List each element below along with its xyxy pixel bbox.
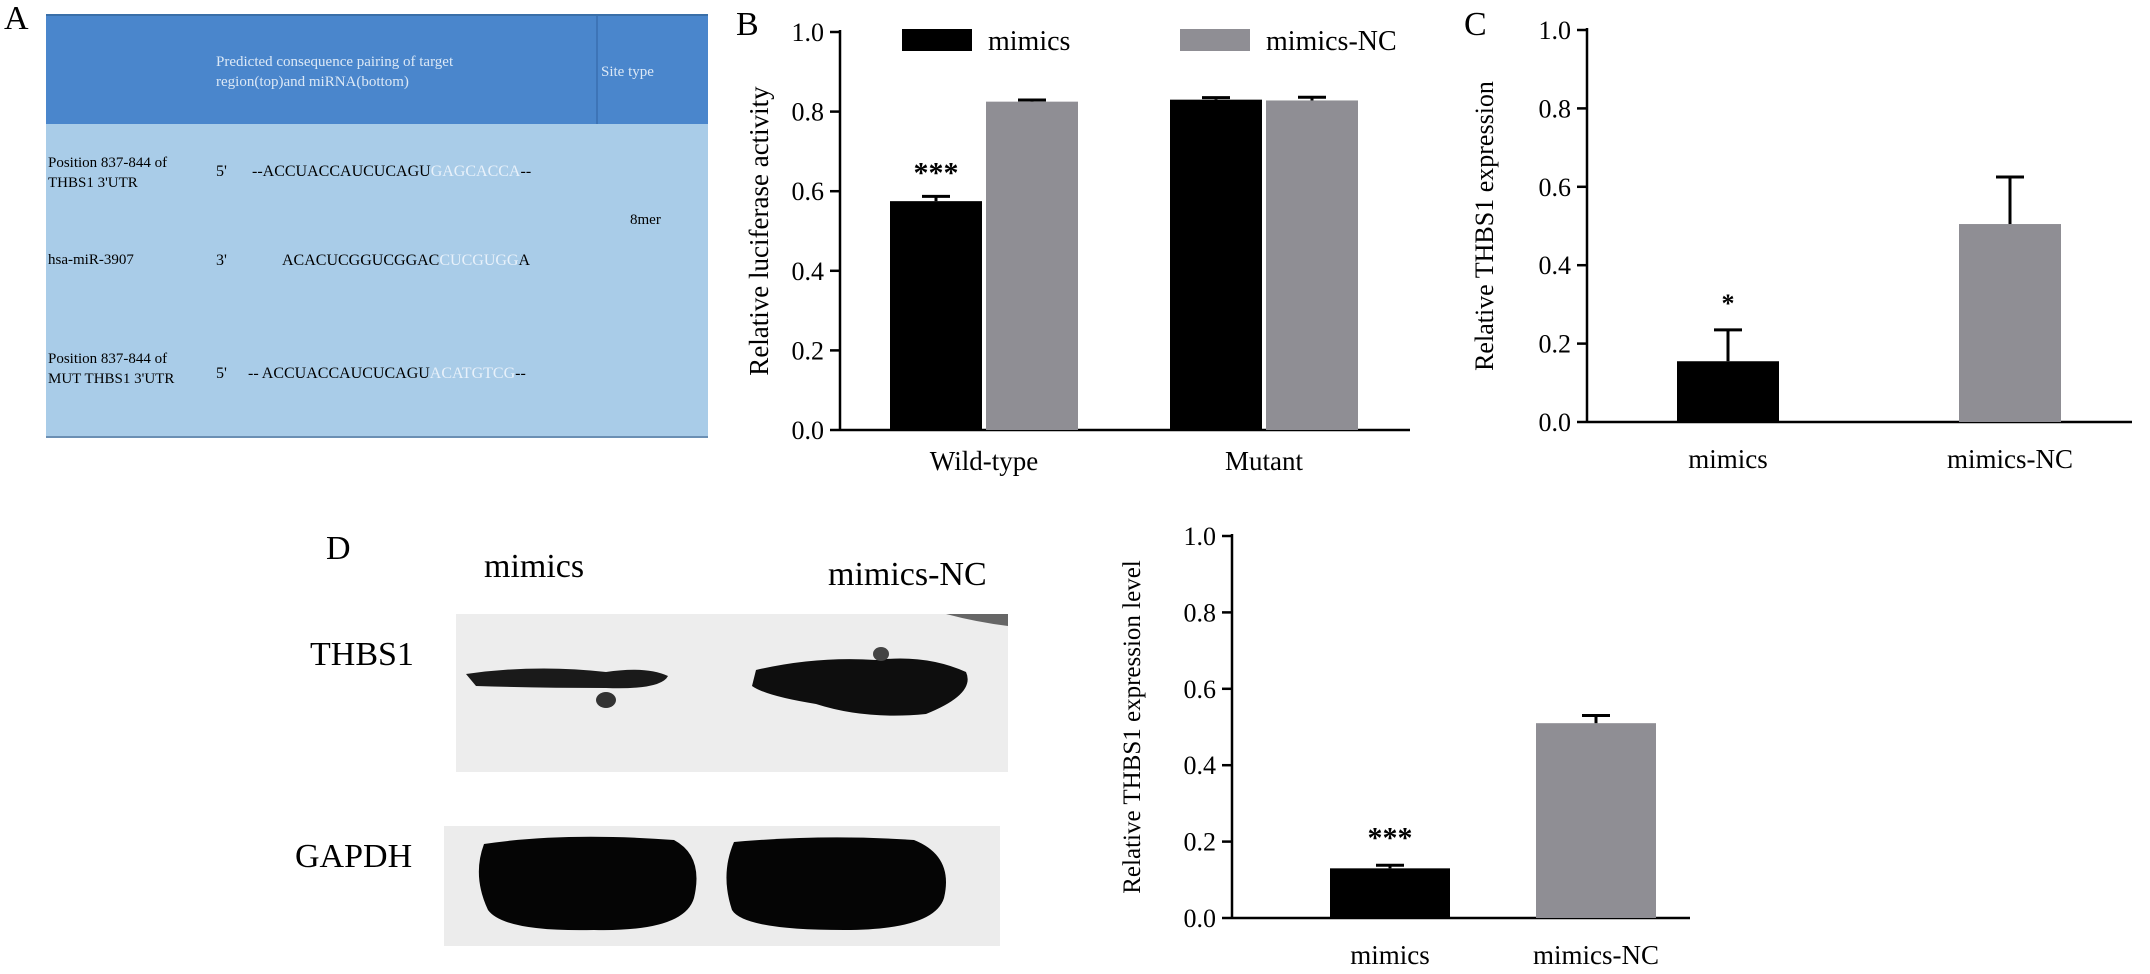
- x-tick-label: mimics: [1350, 940, 1430, 970]
- header-pairing-line2: region(top)and miRNA(bottom): [216, 74, 409, 90]
- sequence-pairing-table: Predicted consequence pairing of target …: [46, 14, 708, 438]
- y-axis-label: Relative luciferase activity: [744, 86, 774, 376]
- header-site-type: Site type: [601, 64, 654, 80]
- row2-sequence: ACACUCGGUCGGACCUCGUGGA: [282, 250, 530, 271]
- chart-b-luciferase: 0.0 0.2 0.4 0.6 0.8 1.0 Relative luciferase ac…: [744, 18, 1410, 476]
- y-tick-label: 0.6: [792, 177, 825, 206]
- row1-seq-suffix: --: [520, 163, 532, 180]
- gapdh-blot-strip: [444, 826, 1000, 946]
- gapdh-band-mimics-nc: [726, 837, 946, 930]
- y-tick-label: 0.8: [1539, 94, 1572, 123]
- row2-seq-prefix: ACACUCGGUCGGAC: [282, 252, 440, 269]
- row1-seq-prefix: --ACCUACCAUCUCAGU: [252, 163, 431, 180]
- y-tick-label: 0.6: [1184, 675, 1217, 704]
- row3-sequence: -- ACCUACCAUCUCAGUACATGTCG--: [248, 363, 526, 384]
- bar-mimics-Mutant: [1170, 99, 1262, 430]
- row3-seq-seed: ACATGTCG: [429, 365, 516, 382]
- bar-mimics-Wild-type: [890, 201, 982, 430]
- blot-row-label-thbs1: THBS1: [310, 636, 414, 673]
- bar-mimics-NC-Wild-type: [986, 101, 1078, 431]
- row3-label-line2: MUT THBS1 3'UTR: [48, 371, 175, 387]
- row3-seq-suffix: --: [515, 365, 526, 382]
- legend-label-mimics: mimics: [988, 26, 1070, 57]
- significance-label: ***: [914, 156, 959, 189]
- bar-mimics-NC-Mutant: [1266, 100, 1358, 431]
- legend-label-mimics-NC: mimics-NC: [1266, 26, 1397, 57]
- blot-speck: [596, 692, 616, 708]
- y-tick-label: 0.4: [792, 257, 825, 286]
- gapdh-band-mimics: [478, 836, 697, 931]
- x-tick-label: mimics: [1688, 444, 1768, 474]
- y-tick-label: 1.0: [1184, 522, 1217, 551]
- bar-mimics: [1330, 868, 1450, 918]
- blot-row-label-gapdh: GAPDH: [295, 838, 413, 875]
- y-tick-label: 0.0: [1539, 408, 1572, 437]
- panel-label-a: A: [4, 0, 29, 37]
- y-tick-label: 0.4: [1539, 251, 1572, 280]
- x-tick-label: Wild-type: [930, 446, 1038, 476]
- legend-swatch-mimics-NC: [1180, 29, 1250, 51]
- row1-seq-seed: GAGCACCA: [430, 163, 521, 180]
- x-tick-label: mimics-NC: [1533, 940, 1659, 970]
- y-tick-label: 0.8: [792, 98, 825, 127]
- thbs1-band-mimics: [466, 668, 668, 689]
- row2-end: 3': [216, 252, 227, 269]
- bar-mimics-NC: [1959, 224, 2061, 422]
- bar-mimics: [1677, 361, 1779, 422]
- panel-label-c: C: [1464, 6, 1487, 43]
- panel-label-d: D: [326, 530, 351, 567]
- gapdh-blot-image: [478, 836, 946, 931]
- y-tick-label: 0.0: [1184, 904, 1217, 933]
- y-tick-label: 0.2: [792, 336, 825, 365]
- row3-end: 5': [216, 365, 227, 382]
- site-type-value: 8mer: [630, 212, 661, 228]
- chart-c-thbs1-expression: 0.0 0.2 0.4 0.6 0.8 1.0 Relative THBS1 express…: [1470, 16, 2132, 474]
- blot-col-label-mimics: mimics: [484, 548, 585, 585]
- blot-speck: [873, 647, 889, 661]
- significance-label: ***: [1368, 821, 1413, 854]
- row2-seq-seed: CUCGUGG: [439, 252, 519, 269]
- legend-swatch-mimics: [902, 29, 972, 51]
- thbs1-blot-strip: [456, 614, 1008, 772]
- y-tick-label: 0.6: [1539, 173, 1572, 202]
- row2-seq-suffix: A: [518, 252, 531, 269]
- row1-label-line2: THBS1 3'UTR: [48, 175, 138, 191]
- thbs1-blot-image: [466, 614, 1008, 716]
- blot-edge-artifact: [946, 614, 1008, 626]
- row3-seq-prefix: -- ACCUACCAUCUCAGU: [248, 365, 430, 382]
- row1-end: 5': [216, 163, 227, 180]
- row2-label-line1: hsa-miR-3907: [48, 252, 134, 268]
- y-tick-label: 1.0: [792, 18, 825, 47]
- y-tick-label: 1.0: [1539, 16, 1572, 45]
- y-tick-label: 0.2: [1184, 828, 1217, 857]
- chart-d-thbs1-protein: 0.0 0.2 0.4 0.6 0.8 1.0 Relative THBS1 express…: [1119, 522, 1690, 970]
- row3-label-line1: Position 837-844 of: [48, 351, 168, 367]
- y-tick-label: 0.4: [1184, 751, 1217, 780]
- y-axis-label: Relative THBS1 expression level: [1119, 560, 1146, 894]
- y-tick-label: 0.2: [1539, 330, 1572, 359]
- bar-mimics-NC: [1536, 723, 1656, 918]
- thbs1-band-mimics-nc: [752, 658, 968, 716]
- x-tick-label: Mutant: [1225, 446, 1303, 476]
- blot-col-label-mimics-nc: mimics-NC: [828, 556, 987, 593]
- y-axis-label: Relative THBS1 expression: [1470, 81, 1499, 371]
- header-pairing-line1: Predicted consequence pairing of target: [216, 54, 454, 70]
- panel-label-b: B: [736, 6, 759, 43]
- significance-label: *: [1722, 289, 1735, 318]
- y-tick-label: 0.0: [792, 416, 825, 445]
- x-tick-label: mimics-NC: [1947, 444, 2073, 474]
- row1-sequence: --ACCUACCAUCUCAGUGAGCACCA--: [252, 161, 531, 182]
- row1-label-line1: Position 837-844 of: [48, 155, 168, 171]
- y-tick-label: 0.8: [1184, 598, 1217, 627]
- header-divider: [596, 16, 598, 124]
